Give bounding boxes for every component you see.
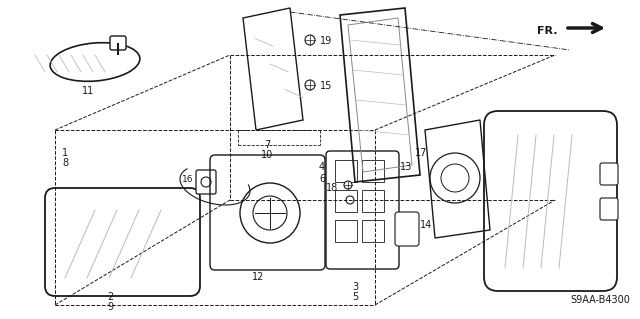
Circle shape: [346, 196, 354, 204]
Text: 9: 9: [107, 302, 113, 312]
Text: S9AA-B4300: S9AA-B4300: [570, 295, 630, 305]
FancyBboxPatch shape: [600, 198, 618, 220]
Text: 3: 3: [352, 282, 358, 292]
FancyBboxPatch shape: [110, 36, 126, 50]
Text: 11: 11: [82, 86, 94, 96]
Circle shape: [344, 181, 352, 189]
Circle shape: [305, 35, 315, 45]
Text: 2: 2: [107, 292, 113, 302]
Bar: [335, 220, 357, 242]
Text: 13: 13: [400, 162, 412, 172]
Text: 14: 14: [420, 220, 432, 230]
Text: 5: 5: [352, 292, 358, 302]
Circle shape: [201, 177, 211, 187]
Text: 12: 12: [252, 272, 264, 282]
Text: 15: 15: [320, 81, 332, 91]
Text: 19: 19: [320, 36, 332, 46]
Bar: [335, 190, 357, 212]
Bar: [362, 190, 384, 212]
Text: 1: 1: [62, 148, 68, 158]
Bar: [362, 160, 384, 182]
Text: 6: 6: [319, 174, 325, 184]
Text: 10: 10: [261, 150, 273, 160]
Bar: [335, 160, 357, 182]
Text: 8: 8: [62, 158, 68, 168]
FancyBboxPatch shape: [600, 163, 618, 185]
Text: 17: 17: [415, 148, 428, 158]
Circle shape: [305, 80, 315, 90]
Text: 16: 16: [182, 175, 193, 184]
Text: 18: 18: [326, 183, 338, 193]
Text: 4: 4: [319, 162, 325, 172]
Text: 7: 7: [264, 140, 270, 150]
Text: FR.: FR.: [538, 26, 558, 36]
Bar: [362, 220, 384, 242]
FancyBboxPatch shape: [196, 170, 216, 194]
FancyBboxPatch shape: [395, 212, 419, 246]
